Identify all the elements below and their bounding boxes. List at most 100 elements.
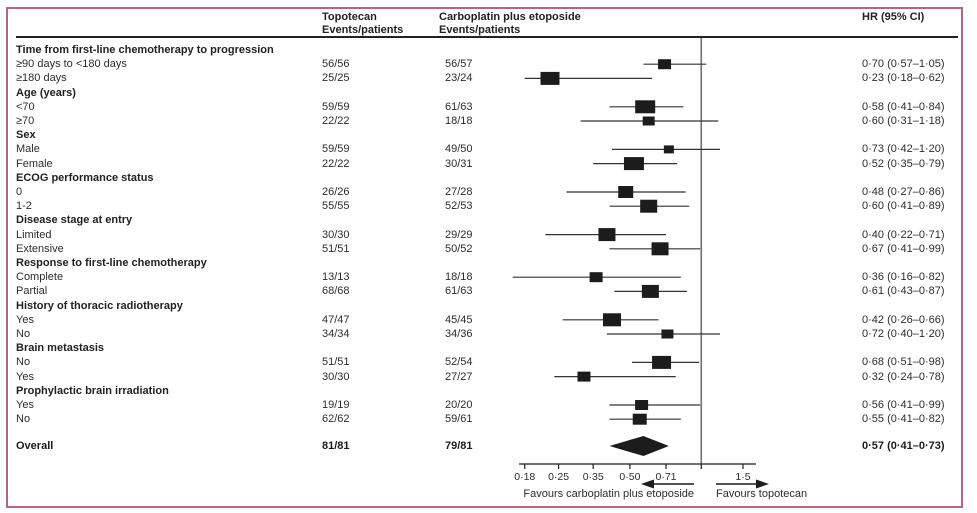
topotecan-value: 59/59 [322, 100, 350, 113]
row-label: Yes [16, 313, 34, 326]
hr-ci-value: 0·60 (0·31–1·18) [862, 115, 945, 127]
hr-square [661, 329, 674, 339]
carboplatin-value: 49/50 [445, 143, 473, 156]
axis-tick-label: 0·25 [548, 471, 569, 483]
topotecan-value: 19/19 [322, 399, 350, 411]
topotecan-value: 30/30 [322, 228, 350, 241]
favours-left-label: Favours carboplatin plus etoposide [523, 488, 694, 500]
hr-ci-value: 0·67 (0·41–0·99) [862, 242, 945, 255]
hr-ci-value: 0·60 (0·41–0·89) [862, 200, 945, 213]
carboplatin-value: 61/63 [445, 100, 473, 113]
hr-square [663, 145, 674, 154]
favours-left-arrow-head [641, 479, 654, 489]
axis-tick-label: 0·18 [514, 471, 535, 483]
topotecan-value: 51/51 [322, 356, 350, 369]
carboplatin-value: 45/45 [445, 313, 473, 326]
column-header-carboplatin: Carboplatin plus etoposide Events/patient… [439, 11, 581, 36]
group-header: History of thoracic radiotherapy [16, 299, 183, 312]
hr-ci-value: 0·68 (0·51–0·98) [862, 356, 945, 369]
carboplatin-value: 52/53 [445, 200, 473, 213]
carboplatin-value: 34/36 [445, 328, 473, 340]
topotecan-value: 25/25 [322, 72, 350, 85]
row-label: Complete [16, 271, 64, 284]
row-label: Extensive [16, 242, 64, 255]
hr-ci-value: 0·32 (0·24–0·78) [862, 370, 945, 383]
topotecan-value: 22/22 [322, 115, 350, 127]
hr-square [540, 71, 560, 85]
hr-square [641, 284, 659, 298]
column-header-hr: HR (95% CI) [862, 11, 925, 23]
carboplatin-value: 61/63 [445, 285, 473, 298]
topotecan-value: 34/34 [322, 328, 350, 340]
hr-square [598, 228, 616, 242]
hr-square [602, 313, 621, 327]
carboplatin-value: 20/20 [445, 399, 473, 411]
topotecan-value: 47/47 [322, 313, 350, 326]
carboplatin-header-line2: Events/patients [439, 23, 521, 36]
overall-topotecan-value: 81/81 [322, 440, 350, 452]
axis-tick-label: 0·35 [583, 471, 604, 483]
hr-ci-value: 0·52 (0·35–0·79) [862, 157, 945, 170]
hr-square [577, 371, 591, 382]
carboplatin-value: 29/29 [445, 228, 473, 241]
carboplatin-value: 18/18 [445, 271, 473, 284]
group-header: Sex [16, 129, 36, 142]
favours-right-arrow-head [756, 479, 769, 489]
row-label: Yes [16, 399, 34, 411]
hr-ci-value: 0·36 (0·16–0·82) [862, 271, 945, 284]
group-header: Brain metastasis [16, 342, 105, 355]
topotecan-value: 62/62 [322, 413, 350, 426]
row-label: Limited [16, 228, 52, 241]
overall-hr-ci-value: 0·57 (0·41–0·73) [862, 440, 945, 452]
row-label: Yes [16, 370, 34, 383]
hr-square [652, 355, 672, 369]
topotecan-value: 22/22 [322, 157, 350, 170]
row-label: Female [16, 157, 53, 170]
hr-ci-value: 0·72 (0·40–1·20) [862, 328, 945, 340]
carboplatin-value: 50/52 [445, 242, 473, 255]
carboplatin-value: 23/24 [445, 72, 473, 85]
carboplatin-value: 18/18 [445, 115, 473, 127]
hr-ci-value: 0·42 (0·26–0·66) [862, 313, 945, 326]
hr-ci-value: 0·56 (0·41–0·99) [862, 399, 945, 411]
hr-square [635, 400, 649, 410]
topotecan-header-line1: Topotecan [322, 11, 377, 23]
hr-ci-value: 0·48 (0·27–0·86) [862, 186, 945, 198]
carboplatin-value: 27/27 [445, 370, 473, 383]
carboplatin-value: 59/61 [445, 413, 473, 426]
hr-square [640, 199, 658, 213]
hr-ci-value: 0·58 (0·41–0·84) [862, 100, 945, 113]
hr-square [651, 242, 669, 256]
axis-tick-label: 1·5 [735, 471, 750, 483]
row-label: ≥180 days [16, 72, 67, 85]
column-header-topotecan: Topotecan Events/patients [322, 11, 403, 36]
group-header: ECOG performance status [16, 171, 154, 184]
overall-carboplatin-value: 79/81 [445, 440, 473, 452]
group-header: Prophylactic brain irradiation [16, 384, 169, 397]
carboplatin-value: 27/28 [445, 186, 473, 198]
hr-ci-value: 0·55 (0·41–0·82) [862, 413, 945, 426]
axis-tick-label: 0·50 [619, 471, 640, 483]
axis-tick-label: 0·71 [656, 471, 677, 483]
carboplatin-value: 56/57 [445, 58, 473, 71]
group-header: Age (years) [16, 86, 76, 99]
overall-diamond [609, 436, 669, 456]
hr-square [632, 413, 647, 425]
topotecan-value: 55/55 [322, 200, 350, 213]
row-label: No [16, 413, 31, 426]
group-header: Time from first-line chemotherapy to pro… [16, 44, 274, 56]
group-header: Disease stage at entry [16, 214, 133, 227]
carboplatin-header-line1: Carboplatin plus etoposide [439, 11, 581, 23]
hr-square [618, 186, 634, 198]
group-header: Response to first-line chemotherapy [16, 257, 207, 269]
hr-square [623, 157, 644, 171]
row-label: 0 [16, 186, 23, 198]
topotecan-header-line2: Events/patients [322, 23, 404, 36]
hr-ci-value: 0·70 (0·57–1·05) [862, 58, 945, 71]
row-label: No [16, 328, 31, 340]
favours-right-label: Favours topotecan [716, 488, 808, 500]
carboplatin-value: 52/54 [445, 356, 473, 369]
carboplatin-value: 30/31 [445, 157, 473, 170]
